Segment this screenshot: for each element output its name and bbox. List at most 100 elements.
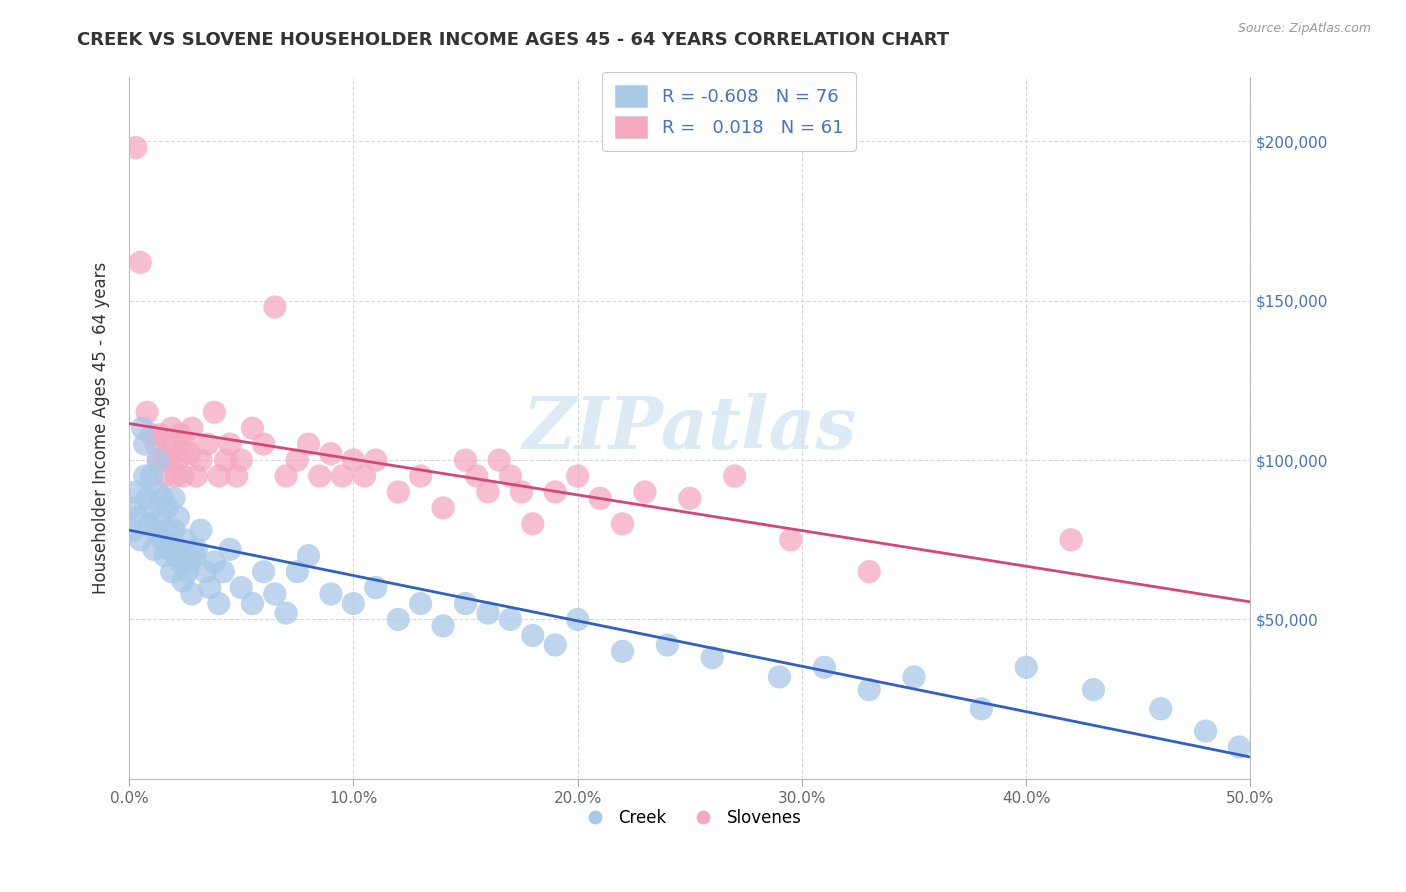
Point [702, 650, 724, 665]
Point [342, 453, 364, 467]
Point [160, 421, 183, 435]
Point [679, 491, 702, 506]
Point [319, 447, 342, 461]
Point [120, 500, 142, 515]
Point [1227, 739, 1250, 754]
Point [186, 542, 208, 557]
Point [768, 670, 790, 684]
Point [779, 533, 801, 547]
Point [125, 485, 148, 500]
Text: ZIPatlas: ZIPatlas [523, 392, 856, 464]
Point [141, 427, 163, 442]
Point [465, 469, 488, 483]
Point [122, 523, 145, 537]
Point [129, 533, 152, 547]
Point [127, 510, 149, 524]
Point [148, 485, 170, 500]
Point [165, 469, 187, 483]
Point [163, 523, 186, 537]
Point [544, 638, 567, 652]
Point [174, 437, 197, 451]
Point [970, 702, 993, 716]
Point [180, 421, 202, 435]
Point [153, 469, 176, 483]
Point [145, 523, 167, 537]
Point [432, 619, 454, 633]
Point [409, 597, 432, 611]
Point [129, 255, 152, 269]
Point [138, 516, 160, 531]
Point [208, 597, 231, 611]
Point [134, 437, 156, 451]
Text: CREEK VS SLOVENE HOUSEHOLDER INCOME AGES 45 - 64 YEARS CORRELATION CHART: CREEK VS SLOVENE HOUSEHOLDER INCOME AGES… [77, 31, 949, 49]
Point [202, 405, 225, 419]
Point [813, 660, 835, 674]
Point [141, 500, 163, 515]
Text: Source: ZipAtlas.com: Source: ZipAtlas.com [1237, 22, 1371, 36]
Point [477, 606, 499, 620]
Point [167, 510, 190, 524]
Point [319, 587, 342, 601]
Point [522, 628, 544, 642]
Point [174, 533, 197, 547]
Point [179, 447, 201, 461]
Point [387, 612, 409, 626]
Point [1060, 533, 1083, 547]
Point [214, 453, 236, 467]
Point [364, 581, 387, 595]
Point [364, 453, 387, 467]
Point [197, 437, 219, 451]
Point [274, 606, 297, 620]
Point [183, 549, 205, 563]
Point [308, 469, 330, 483]
Point [156, 523, 179, 537]
Point [353, 469, 375, 483]
Point [263, 587, 285, 601]
Point [510, 485, 533, 500]
Point [148, 453, 170, 467]
Point [156, 500, 179, 515]
Point [125, 140, 148, 154]
Point [180, 587, 202, 601]
Point [432, 500, 454, 515]
Point [297, 549, 319, 563]
Point [165, 549, 187, 563]
Point [176, 565, 198, 579]
Point [567, 612, 589, 626]
Point [136, 491, 159, 506]
Point [159, 542, 181, 557]
Point [231, 581, 253, 595]
Point [225, 469, 247, 483]
Point [612, 644, 634, 658]
Point [1083, 682, 1105, 697]
Point [219, 437, 242, 451]
Point [499, 469, 522, 483]
Point [190, 453, 212, 467]
Point [409, 469, 432, 483]
Point [131, 421, 153, 435]
Point [202, 555, 225, 569]
Point [167, 542, 190, 557]
Point [274, 469, 297, 483]
Point [152, 533, 174, 547]
Point [544, 485, 567, 500]
Point [253, 437, 276, 451]
Point [156, 447, 179, 461]
Point [242, 597, 264, 611]
Point [194, 565, 217, 579]
Point [190, 523, 212, 537]
Point [858, 565, 880, 579]
Point [136, 405, 159, 419]
Point [263, 300, 285, 314]
Point [242, 421, 264, 435]
Point [159, 453, 181, 467]
Point [454, 597, 477, 611]
Point [858, 682, 880, 697]
Point [172, 469, 194, 483]
Point [149, 510, 172, 524]
Point [330, 469, 353, 483]
Point [285, 565, 308, 579]
Point [142, 542, 165, 557]
Point [149, 427, 172, 442]
Point [145, 437, 167, 451]
